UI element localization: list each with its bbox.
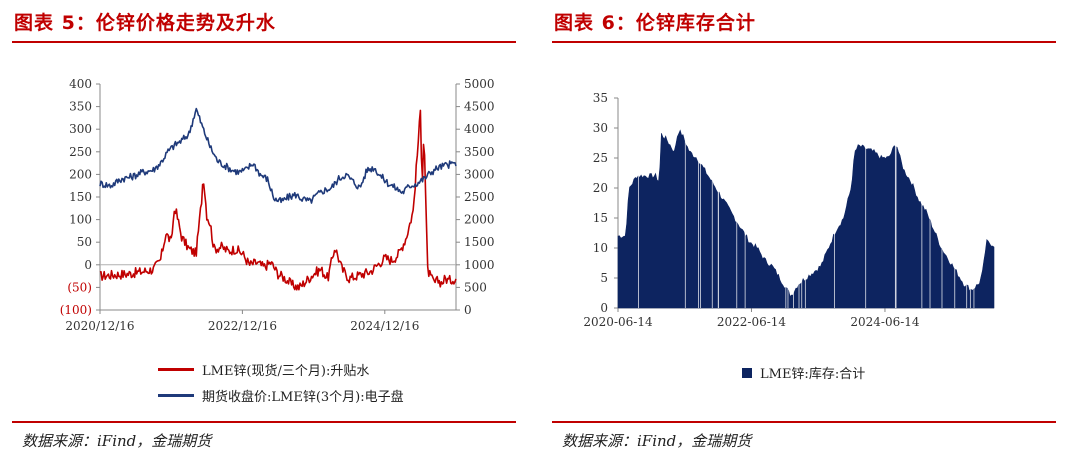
y-tick-label-left: 350	[69, 100, 92, 114]
legend-label-inventory: LME锌:库存:合计	[760, 367, 866, 382]
y-tick-label-left: 200	[69, 167, 92, 181]
y-tick-label-right: 2000	[464, 213, 495, 227]
y-tick-label-right: 4500	[464, 100, 495, 114]
chart-zinc-price-premium: (100)(50)0501001502002503003504000500100…	[60, 77, 495, 333]
legend-swatch-blue	[158, 394, 194, 397]
y-tick-label-right: 1500	[464, 235, 495, 249]
x-tick-label: 2022-06-14	[717, 315, 787, 329]
y-tick-label-left: (50)	[67, 280, 92, 294]
chart-axes: 0 5 10 15 20 25 30 35 2020-06-14 2022-06-14 2024-0…	[583, 91, 994, 329]
x-tick-label: 2024/12/16	[350, 319, 419, 333]
x-tick-label: 2020-06-14	[583, 315, 653, 329]
source-note: 数据来源：iFind，金瑞期货	[22, 432, 212, 450]
x-tick-label: 2024-06-14	[850, 315, 920, 329]
chart-series	[99, 107, 457, 291]
legend-label-premium: LME锌(现货/三个月):升贴水	[202, 364, 370, 379]
y-tick-label-right: 0	[464, 303, 472, 317]
source-note: 数据来源：iFind，金瑞期货	[562, 432, 752, 450]
title-rule	[12, 41, 516, 43]
y-tick-label-left: 400	[69, 77, 92, 91]
y-tick-label-right: 500	[464, 280, 487, 294]
x-tick-label: 2020/12/16	[65, 319, 134, 333]
legend-item-inventory: LME锌:库存:合计	[742, 363, 865, 382]
y-tick-label-left: 100	[69, 213, 92, 227]
legend-label-futures: 期货收盘价:LME锌(3个月):电子盘	[202, 390, 404, 405]
figure-title-6: 图表 6：伦锌库存合计	[554, 12, 756, 34]
y-tick-label-left: 50	[77, 235, 92, 249]
y-tick-label: 35	[593, 91, 608, 105]
y-tick-label: 20	[593, 181, 608, 195]
y-tick-label-left: 150	[69, 190, 92, 204]
legend-swatch-navy	[742, 367, 752, 378]
y-tick-label-left: (100)	[60, 303, 92, 317]
legend-item-futures: 期货收盘价:LME锌(3个月):电子盘	[158, 386, 404, 405]
y-tick-label-left: 250	[69, 145, 92, 159]
y-tick-label-right: 4000	[464, 122, 495, 136]
title-rule	[552, 41, 1056, 43]
y-tick-label: 5	[600, 271, 608, 285]
figure-title-5: 图表 5：伦锌价格走势及升水	[14, 12, 276, 34]
chart-zinc-inventory: 0 5 10 15 20 25 30 35 2020-06-14 2022-06-14 2024-0…	[583, 91, 995, 329]
y-tick-label: 25	[593, 151, 608, 165]
y-tick-label-right: 1000	[464, 258, 495, 272]
y-tick-label-right: 3500	[464, 145, 495, 159]
y-tick-label-left: 300	[69, 122, 92, 136]
series-line-futures	[99, 107, 457, 204]
y-tick-label: 0	[600, 301, 608, 315]
series-line-premium	[99, 109, 457, 291]
x-tick-label: 2022/12/16	[208, 319, 277, 333]
bottom-rule	[12, 421, 516, 423]
y-tick-label-right: 2500	[464, 190, 495, 204]
y-tick-label: 10	[593, 241, 608, 255]
chart-series	[617, 98, 995, 309]
y-tick-label: 30	[593, 121, 608, 135]
panel-zinc-inventory: 图表 6：伦锌库存合计 0 5 10 15 20 25 30 35 2020-06-14 2022…	[540, 0, 1080, 476]
panel-zinc-price: 图表 5：伦锌价格走势及升水 (100) (50) 0 50 100 150 200 250 3…	[12, 12, 516, 450]
legend-item-premium: LME锌(现货/三个月):升贴水	[158, 360, 369, 379]
bottom-rule	[552, 421, 1056, 423]
series-area-inventory	[617, 129, 995, 309]
legend-swatch-red	[158, 368, 194, 371]
y-tick-label-left: 0	[84, 258, 92, 272]
y-tick-label-right: 3000	[464, 167, 495, 181]
y-tick-label-right: 5000	[464, 77, 495, 91]
chart-axes: (100)(50)0501001502002503003504000500100…	[60, 77, 495, 333]
y-tick-label: 15	[593, 211, 608, 225]
